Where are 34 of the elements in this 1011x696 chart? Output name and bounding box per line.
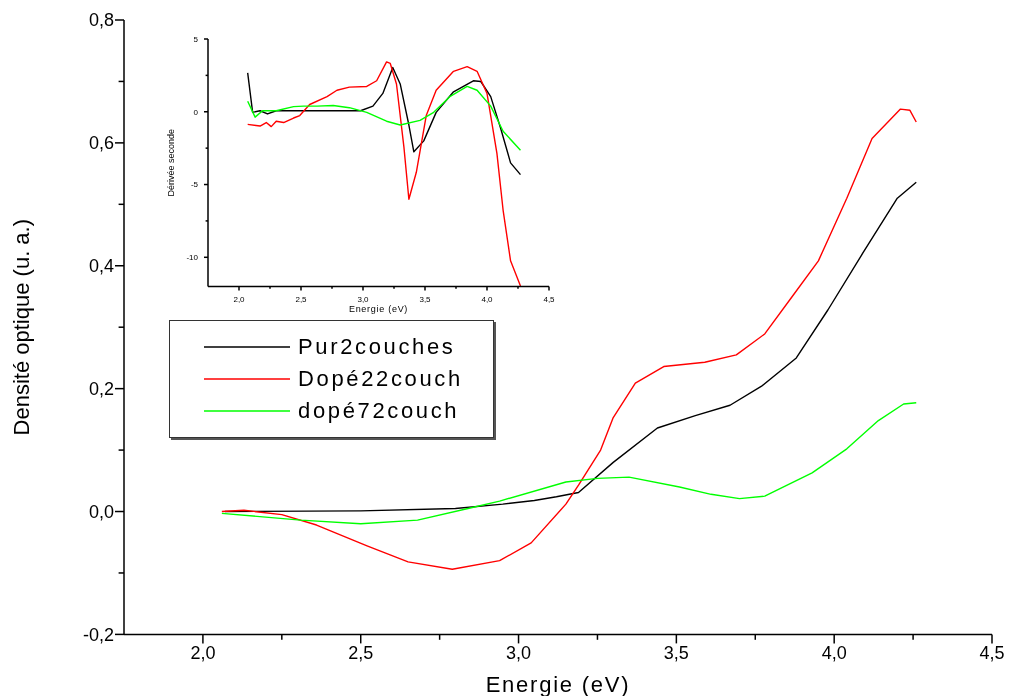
x-tick-label: 3,0: [506, 642, 532, 663]
x-tick-label: 2,0: [190, 642, 216, 663]
line-series: [246, 85, 522, 152]
x-tick-label: 4,0: [481, 294, 494, 304]
legend-label: dopé72couch: [298, 397, 460, 424]
x-tick-label: 3,5: [419, 294, 432, 304]
y-tick-label: 0,4: [88, 256, 114, 277]
y-tick-label: 0: [193, 107, 199, 117]
line-series: [221, 108, 917, 570]
y-tick-label: 0,2: [88, 378, 114, 399]
x-tick-label: 2,5: [295, 294, 308, 304]
y-tick-label: 0,6: [88, 133, 114, 154]
x-tick-label: 4,0: [821, 642, 847, 663]
legend-label: Dopé22couch: [298, 365, 463, 392]
x-tick-label: 3,0: [357, 294, 370, 304]
y-tick-label: -0,2: [82, 624, 114, 645]
legend-label: Pur2couches: [298, 334, 456, 361]
y-tick-label: 0,8: [88, 10, 114, 31]
y-tick-label: 0,0: [88, 501, 114, 522]
y-axis-title: Densité optique (u. a.): [9, 218, 35, 436]
line-series: [246, 66, 522, 176]
x-tick-label: 2,5: [348, 642, 374, 663]
x-axis-title: Energie (eV): [485, 672, 631, 696]
x-tick-label: 3,5: [663, 642, 689, 663]
y-tick-label: -5: [190, 180, 199, 190]
line-series: [246, 61, 522, 287]
y-tick-label: 5: [193, 34, 199, 44]
y-axis-title: Dérivée seconde: [166, 128, 177, 197]
x-axis-title: Energie (eV): [348, 304, 409, 314]
x-tick-label: 2,0: [233, 294, 246, 304]
x-tick-label: 4,5: [543, 294, 556, 304]
y-tick-label: -10: [186, 253, 199, 263]
line-series: [221, 402, 917, 525]
x-tick-label: 4,5: [979, 642, 1005, 663]
